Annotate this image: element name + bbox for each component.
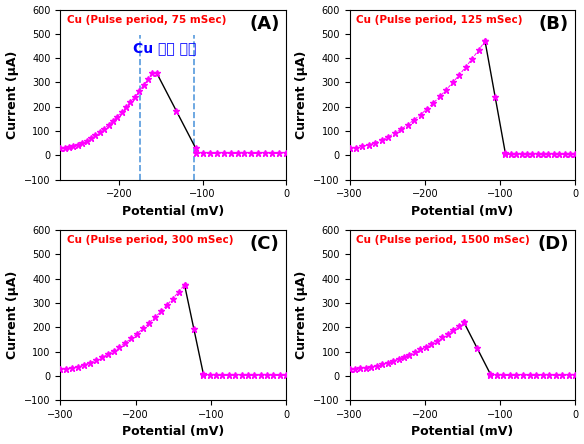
Y-axis label: Current (μA): Current (μA) xyxy=(295,271,308,359)
Text: Cu 측정 전위: Cu 측정 전위 xyxy=(133,42,197,56)
X-axis label: Potential (mV): Potential (mV) xyxy=(411,425,513,438)
Y-axis label: Current (μA): Current (μA) xyxy=(6,271,19,359)
Y-axis label: Current (μA): Current (μA) xyxy=(6,50,19,139)
Text: Cu (Pulse period, 300 mSec): Cu (Pulse period, 300 mSec) xyxy=(67,235,234,245)
X-axis label: Potential (mV): Potential (mV) xyxy=(122,205,224,218)
Text: (B): (B) xyxy=(538,15,569,33)
Text: Cu (Pulse period, 1500 mSec): Cu (Pulse period, 1500 mSec) xyxy=(356,235,530,245)
Text: Cu (Pulse period, 125 mSec): Cu (Pulse period, 125 mSec) xyxy=(356,15,523,25)
Text: (A): (A) xyxy=(249,15,279,33)
Text: Cu (Pulse period, 75 mSec): Cu (Pulse period, 75 mSec) xyxy=(67,15,227,25)
X-axis label: Potential (mV): Potential (mV) xyxy=(411,205,513,218)
X-axis label: Potential (mV): Potential (mV) xyxy=(122,425,224,438)
Text: (C): (C) xyxy=(249,235,279,253)
Text: (D): (D) xyxy=(537,235,569,253)
Y-axis label: Current (μA): Current (μA) xyxy=(295,50,308,139)
